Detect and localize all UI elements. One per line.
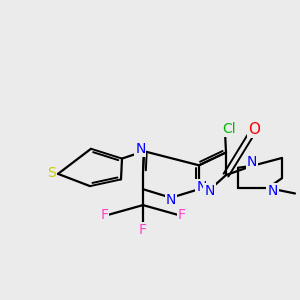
Text: Cl: Cl xyxy=(222,122,236,136)
Text: N: N xyxy=(267,184,278,198)
Text: F: F xyxy=(100,208,108,222)
Text: N: N xyxy=(247,155,257,169)
Text: N: N xyxy=(166,193,176,207)
Text: O: O xyxy=(248,122,260,137)
Text: N: N xyxy=(135,142,146,156)
Text: N: N xyxy=(204,184,215,198)
Text: F: F xyxy=(178,208,186,222)
Text: S: S xyxy=(47,166,56,180)
Text: F: F xyxy=(139,223,147,237)
Text: N: N xyxy=(196,180,207,194)
